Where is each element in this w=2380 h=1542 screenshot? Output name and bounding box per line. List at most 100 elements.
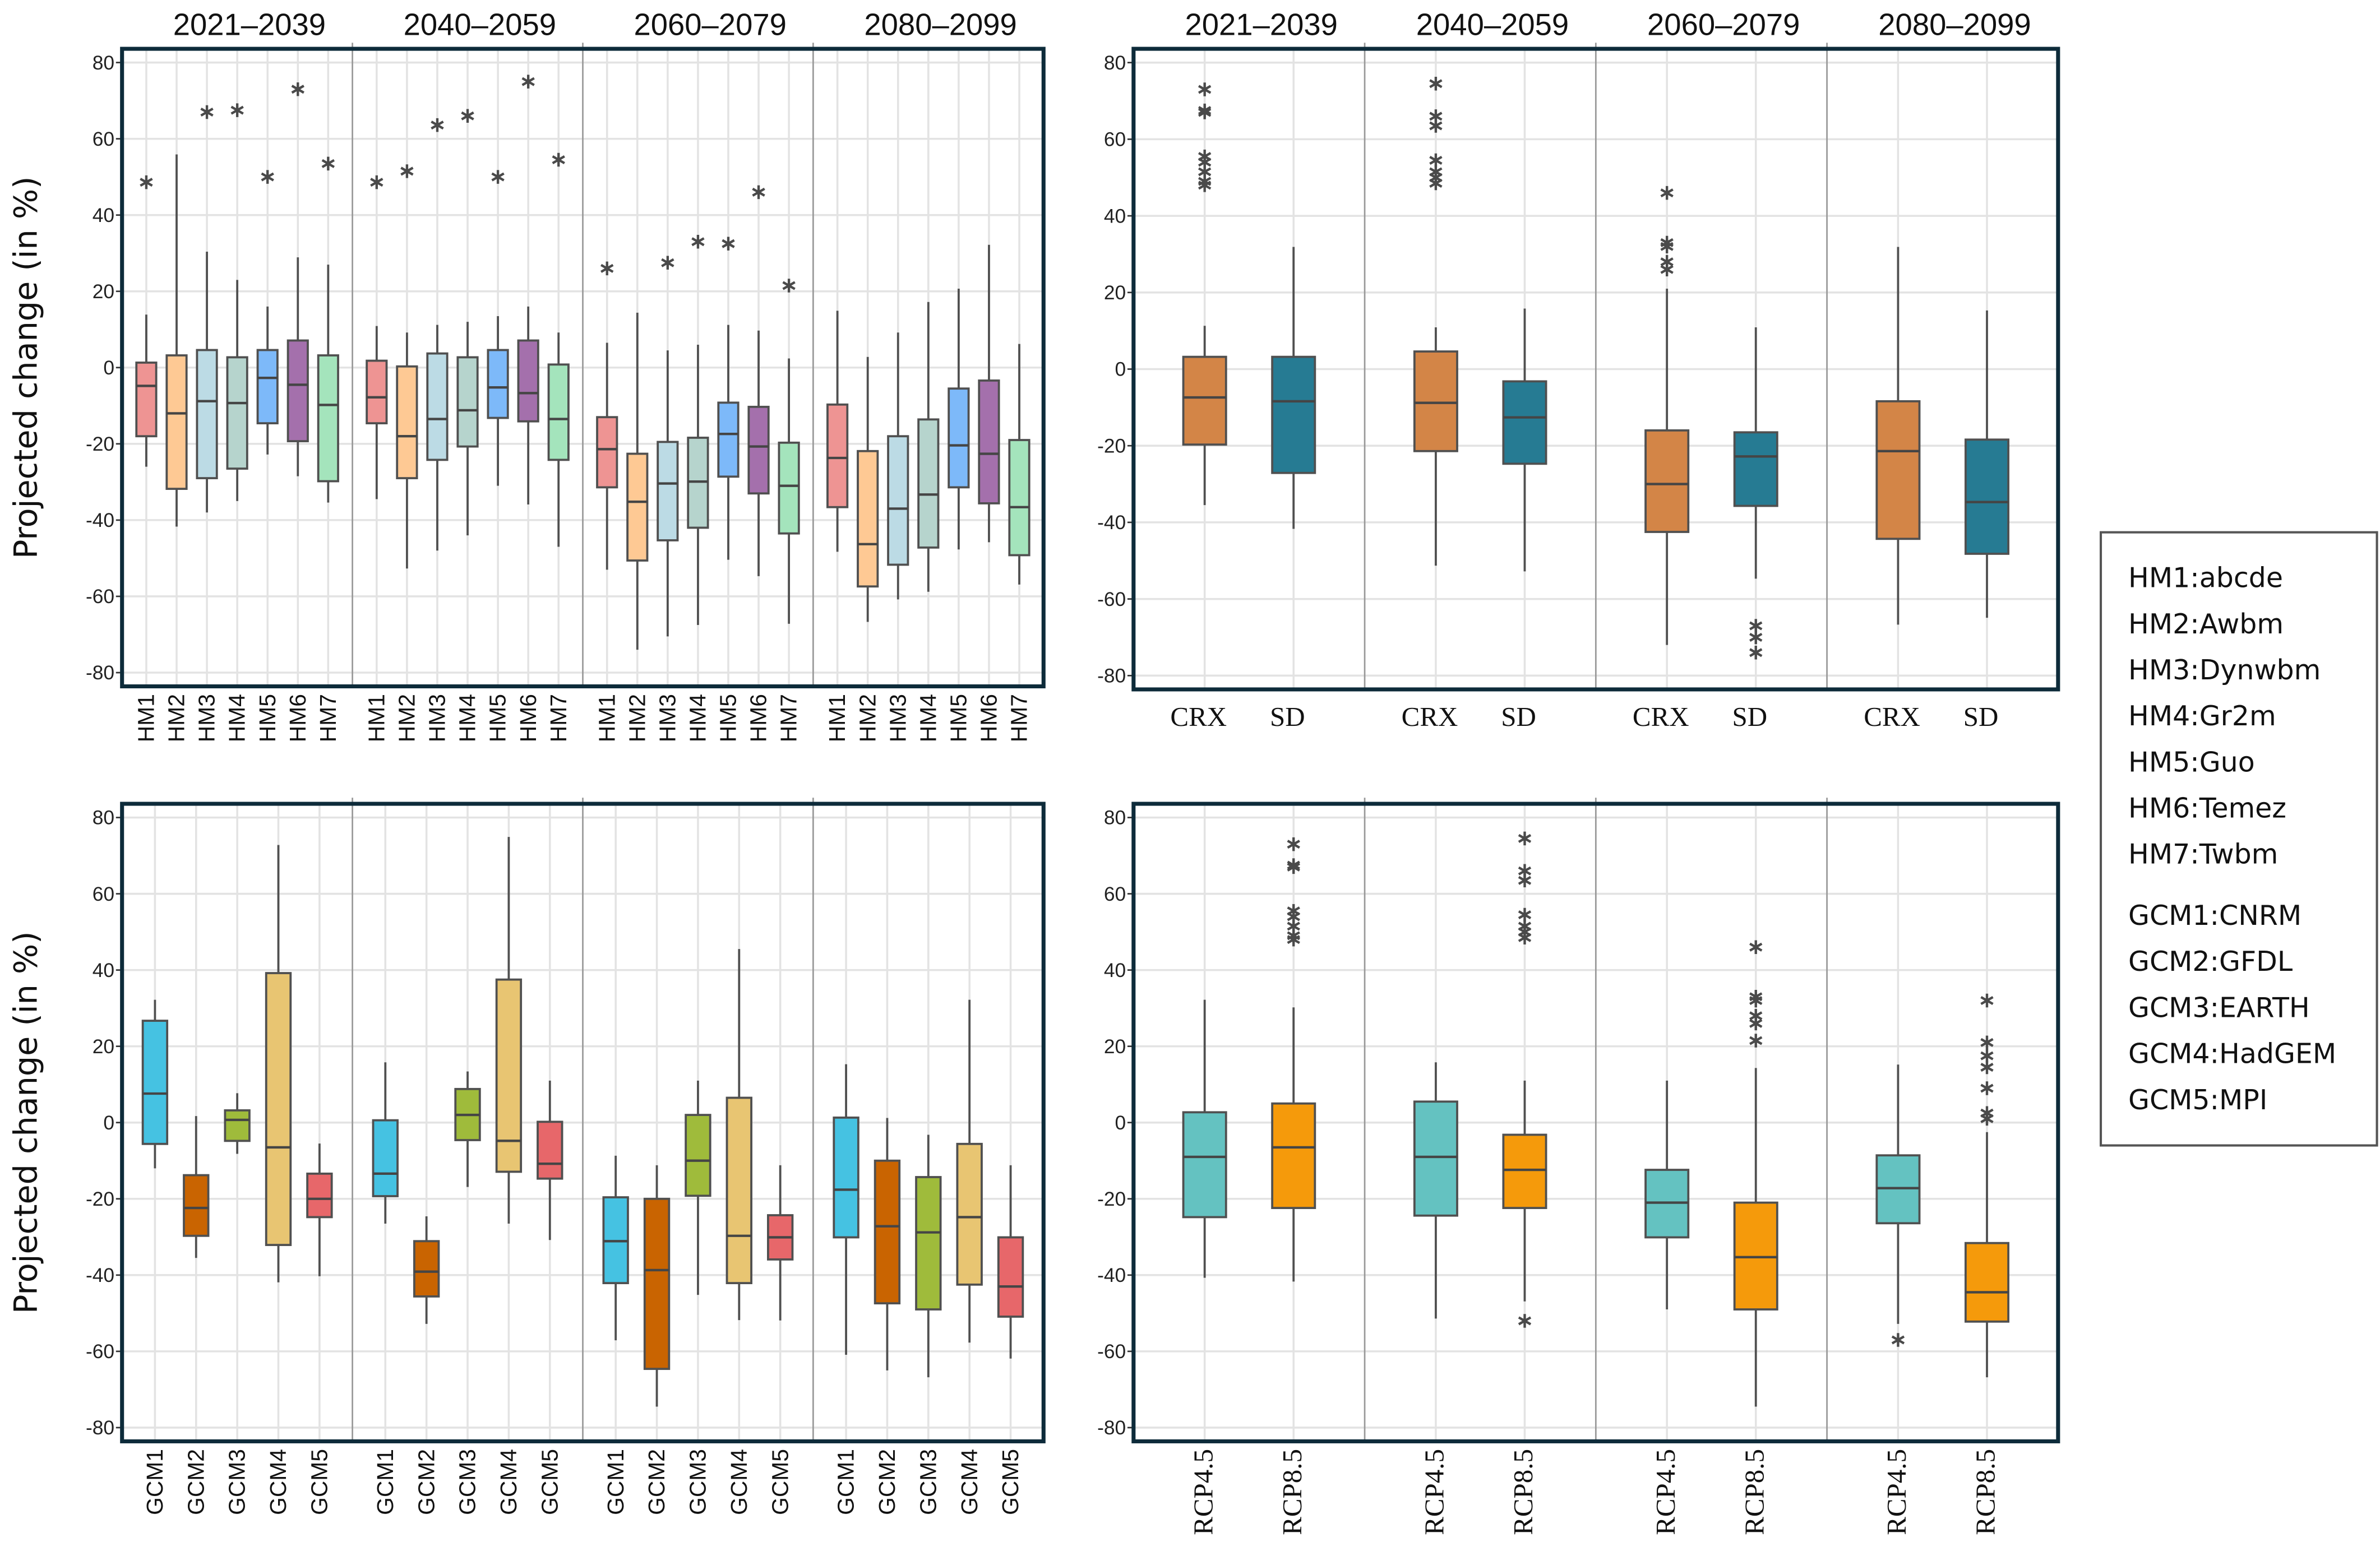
legend-item: GCM4:HadGEM <box>2128 1038 2336 1070</box>
outlier-asterisk <box>1518 831 1532 846</box>
box-HM3-2 <box>657 256 679 637</box>
box-iqr <box>487 349 509 419</box>
panel-border <box>1131 802 2060 1443</box>
x-tick-label: GCM2 <box>874 1449 900 1515</box>
box-iqr <box>887 435 909 566</box>
x-tick-label: RCP4.5 <box>1650 1449 1681 1535</box>
box-RCP4.5-0 <box>1182 999 1227 1278</box>
x-tick-label: HM7 <box>315 694 341 742</box>
box-iqr <box>1413 1100 1458 1217</box>
x-tick-label: HM5 <box>255 694 280 742</box>
outlier-asterisk <box>1749 940 1763 955</box>
box-HM1-0 <box>135 175 158 467</box>
box-GCM3-0 <box>224 1093 251 1154</box>
box-iqr <box>1413 350 1458 452</box>
x-tick-label: RCP4.5 <box>1187 1449 1218 1535</box>
panel-border <box>1131 47 2060 692</box>
x-tick-label: HM4 <box>685 694 711 742</box>
box-HM2-1 <box>396 164 418 569</box>
box-GCM4-3 <box>956 999 983 1343</box>
box-iqr <box>286 339 309 442</box>
x-tick-label: GCM4 <box>726 1449 752 1515</box>
box-iqr <box>857 450 879 588</box>
x-tick-label: HM5 <box>945 694 971 742</box>
outlier-asterisk <box>1429 153 1443 168</box>
x-tick-label: SD <box>1963 701 1999 732</box>
box-iqr <box>978 379 1000 504</box>
x-tick-label: HM3 <box>885 694 911 742</box>
outlier-asterisk <box>1891 1333 1905 1347</box>
x-tick-label: GCM5 <box>537 1449 562 1515</box>
box-HM4-2 <box>687 235 709 625</box>
chart-panel-gcm: 80 60 40 20 0 -20 -40 -60 -80 Projected change (i… <box>7 798 1046 1515</box>
box-GCM4-0 <box>265 845 292 1282</box>
box-iqr <box>456 356 479 448</box>
x-tick-label: GCM3 <box>455 1449 480 1515</box>
x-tick-label: HM4 <box>224 694 250 742</box>
outlier-asterisk <box>230 103 244 117</box>
x-tick-label: GCM2 <box>183 1449 209 1515</box>
box-iqr <box>1644 429 1690 533</box>
x-tick-label: HM1 <box>133 694 159 742</box>
box-iqr <box>265 972 292 1246</box>
outlier-asterisk <box>1660 239 1674 254</box>
box-GCM4-1 <box>495 837 523 1224</box>
box-HM3-1 <box>426 118 449 551</box>
box-iqr <box>317 354 339 483</box>
box-iqr <box>1271 355 1316 474</box>
legend-item: GCM5:MPI <box>2128 1084 2267 1116</box>
outlier-asterisk <box>1980 993 1994 1008</box>
box-CRX-1 <box>1413 77 1458 566</box>
box-RCP8.5-2 <box>1733 940 1778 1407</box>
x-tick-label: HM1 <box>363 694 389 742</box>
box-iqr <box>165 354 188 490</box>
x-tick-label: HM2 <box>854 694 880 742</box>
x-tick-label: HM3 <box>424 694 450 742</box>
legend: HM1:abcde HM2:Awbm HM3:Dynwbm HM4:Gr2m HM5:G… <box>2099 531 2378 1147</box>
x-tick-label: HM7 <box>1006 694 1032 742</box>
box-iqr <box>1733 431 1778 507</box>
outlier-asterisk <box>140 175 153 189</box>
x-tick-label: HM5 <box>715 694 741 742</box>
box-GCM5-3 <box>997 1165 1024 1359</box>
box-iqr <box>657 441 679 541</box>
outlier-asterisk <box>1429 77 1443 91</box>
outlier-asterisk <box>552 152 565 167</box>
outlier-asterisk <box>1749 630 1763 645</box>
period-label: 2021–2039 <box>1185 8 1338 42</box>
x-tick-label: GCM3 <box>915 1449 941 1515</box>
y-tick-label: -80 <box>1097 665 1126 687</box>
box-HM6-0 <box>286 82 309 476</box>
box-HM6-3 <box>978 244 1000 543</box>
box-GCM3-1 <box>454 1071 481 1187</box>
legend-item: HM1:abcde <box>2128 562 2283 594</box>
x-tick-label: HM7 <box>776 694 802 742</box>
outlier-asterisk <box>1660 186 1674 200</box>
panel-border <box>120 802 1046 1443</box>
box-HM1-1 <box>366 175 388 499</box>
period-label: 2060–2079 <box>1647 8 1800 42</box>
x-tick-label: RCP8.5 <box>1970 1449 2001 1535</box>
outlier-asterisk <box>491 170 505 184</box>
legend-item: HM3:Dynwbm <box>2128 654 2321 686</box>
box-iqr <box>1964 438 2009 555</box>
x-tick-label: CRX <box>1170 701 1227 732</box>
y-tick-label: -40 <box>86 1265 114 1286</box>
box-RCP4.5-2 <box>1644 1080 1690 1310</box>
x-tick-label: GCM2 <box>413 1449 439 1515</box>
box-CRX-2 <box>1644 186 1690 645</box>
y-axis-label: Projected change (in %) <box>7 931 44 1313</box>
chart-panel-rcp: 80 60 40 20 0 -20 -40 -60 -80 RCP4.5 RCP8.5 RCP4.5 R… <box>1097 798 2060 1535</box>
box-iqr <box>547 363 570 461</box>
period-label: 2040–2059 <box>404 8 556 42</box>
outlier-asterisk <box>321 156 335 171</box>
x-tick-label: CRX <box>1864 701 1920 732</box>
x-tick-label: GCM4 <box>496 1449 521 1515</box>
box-GCM4-2 <box>725 949 752 1321</box>
x-tick-label: HM6 <box>285 694 311 742</box>
y-tick-label: 0 <box>103 357 114 379</box>
box-iqr <box>413 1240 440 1298</box>
box-iqr <box>1502 380 1547 465</box>
box-iqr <box>141 1020 169 1145</box>
box-iqr <box>426 352 449 461</box>
